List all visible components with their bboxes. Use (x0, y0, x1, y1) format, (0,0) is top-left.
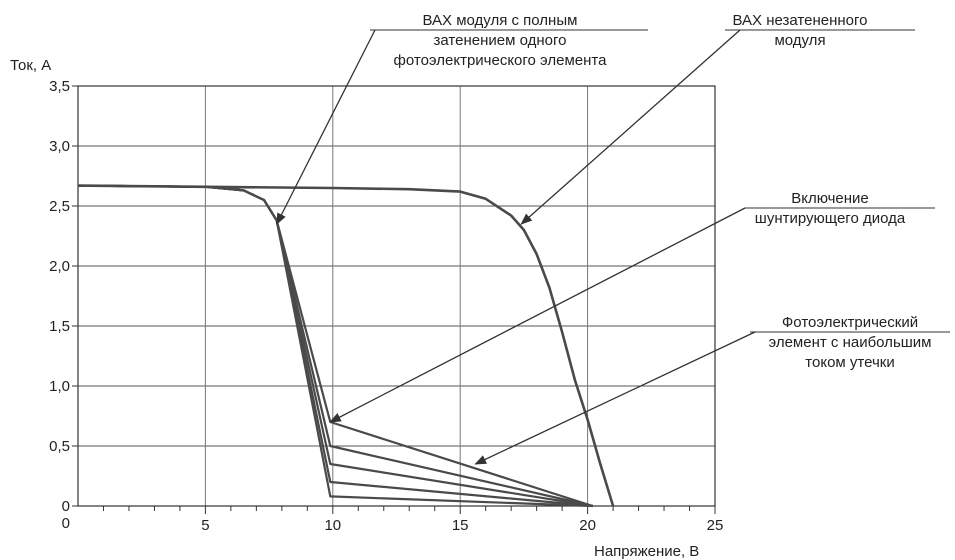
curve-shaded-4 (77, 184, 593, 508)
curves (77, 184, 615, 508)
annotation-arrow (276, 29, 376, 226)
curve-unshaded (77, 184, 615, 507)
annotation-text: затенением одного (434, 32, 567, 49)
y-tick-label: 0 (62, 498, 70, 515)
y-tick-label: 0,5 (49, 438, 70, 455)
curve-shaded-5 (77, 184, 593, 508)
y-tick-label: 1,0 (49, 378, 70, 395)
annotation-shaded-module: ВАХ модуля с полным затенением одного фото… (276, 12, 648, 226)
annotation-leakage-cell: Фотоэлектрический элемент с наибольшим ток… (474, 314, 950, 465)
y-tick-label: 2,5 (49, 198, 70, 215)
grid (78, 86, 715, 506)
annotation-text: элемент с наибольшим (769, 334, 932, 351)
curve-shaded-1 (77, 184, 594, 508)
x-tick-label: 15 (452, 517, 469, 534)
annotation-text: модуля (774, 32, 825, 49)
curve-shaded-3 (77, 184, 593, 508)
annotation-text: Фотоэлектрический (782, 314, 918, 331)
y-axis-label: Ток, А (10, 57, 51, 74)
annotation-unshaded-module: ВАХ незатененного модуля (520, 12, 915, 225)
annotation-text: ВАХ модуля с полным (423, 12, 578, 29)
annotation-arrow (520, 29, 741, 225)
annotations: ВАХ модуля с полным затенением одного фото… (276, 12, 950, 465)
x-tick-label: 10 (324, 517, 341, 534)
annotation-arrow (474, 331, 756, 465)
plot-frame (77, 85, 716, 507)
y-tick-label: 1,5 (49, 318, 70, 335)
y-tick-label: 2,0 (49, 258, 70, 275)
annotation-bypass-diode: Включение шунтирующего диода (329, 190, 935, 423)
annotation-text: Включение (791, 190, 869, 207)
origin-label: 0 (62, 515, 70, 532)
annotation-text: шунтирующего диода (755, 210, 906, 227)
annotation-text: ВАХ незатененного (733, 12, 868, 29)
curve-shaded-2 (77, 184, 593, 508)
y-tick-label: 3,5 (49, 78, 70, 95)
x-tick-label: 5 (201, 517, 209, 534)
x-tick-label: 25 (707, 517, 724, 534)
x-tick-label: 20 (579, 517, 596, 534)
annotation-text: фотоэлектрического элемента (394, 52, 608, 69)
annotation-text: током утечки (805, 354, 894, 371)
x-axis-label: Напряжение, В (594, 543, 699, 560)
y-tick-label: 3,0 (49, 138, 70, 155)
annotation-arrow (329, 207, 746, 423)
axis-ticks: 0 0,5 1,0 1,5 2,0 2,5 3,0 3,5 5 10 15 20 25 0 (49, 78, 723, 534)
